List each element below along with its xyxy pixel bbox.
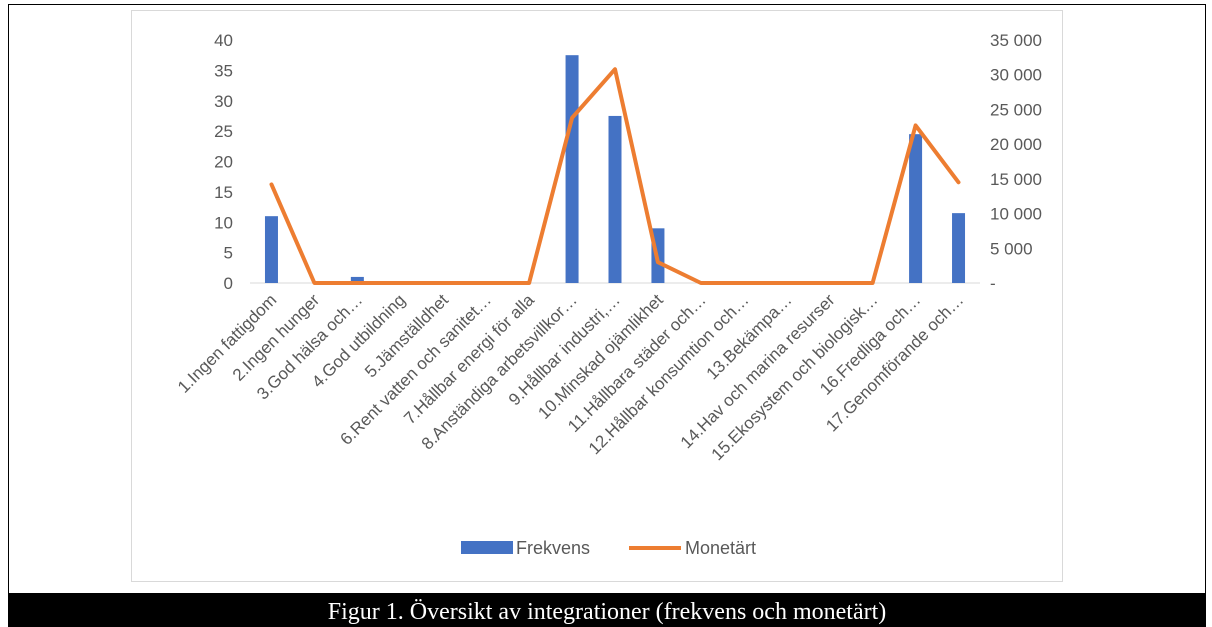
legend: Frekvens Monetärt	[461, 538, 756, 558]
left-axis-tick-label: 40	[214, 31, 233, 50]
right-axis-tick-label: 25 000	[990, 100, 1042, 119]
frekvens-bar	[909, 134, 923, 283]
left-axis-tick-label: 10	[214, 213, 233, 232]
left-axis-tick-label: 30	[214, 92, 233, 111]
left-axis-ticks: 0 5 10 15 20 25 30 35 40	[214, 31, 233, 293]
left-axis-tick-label: 15	[214, 183, 233, 202]
figure-frame	[8, 4, 1206, 596]
right-axis-tick-label: 5 000	[990, 239, 1033, 258]
right-axis-ticks: - 5 000 10 000 15 000 20 000 25 000 30 000 35 0…	[990, 31, 1042, 293]
legend-swatch-frekvens	[461, 541, 513, 554]
right-axis-tick-label: 35 000	[990, 31, 1042, 50]
right-axis-tick-label: 30 000	[990, 66, 1042, 85]
legend-label-frekvens: Frekvens	[516, 538, 590, 558]
frekvens-bar	[350, 276, 364, 283]
frekvens-bars	[264, 55, 966, 283]
right-axis-tick-label: 15 000	[990, 170, 1042, 189]
frekvens-bar	[565, 55, 579, 283]
right-axis-tick-label: -	[990, 274, 996, 293]
left-axis-tick-label: 35	[214, 61, 233, 80]
left-axis-tick-label: 0	[224, 274, 233, 293]
left-axis-tick-label: 20	[214, 153, 233, 172]
monetart-line	[269, 67, 961, 285]
frekvens-bar	[264, 216, 278, 283]
figure-caption: Figur 1. Översikt av integrationer (frek…	[327, 599, 887, 625]
right-axis-tick-label: 20 000	[990, 135, 1042, 154]
left-axis-tick-label: 5	[224, 244, 233, 263]
right-axis-tick-label: 10 000	[990, 205, 1042, 224]
frekvens-bar	[608, 115, 622, 283]
chart-area: 0 5 10 15 20 25 30 35 40 - 5 000 10 000 15 000 20 00…	[131, 10, 1063, 582]
frekvens-bar	[952, 213, 966, 283]
legend-label-monetart: Monetärt	[685, 538, 756, 558]
combo-chart: 0 5 10 15 20 25 30 35 40 - 5 000 10 000 15 000 20 00…	[174, 31, 1042, 558]
caption-bar: Figur 1. Översikt av integrationer (frek…	[8, 593, 1206, 627]
left-axis-tick-label: 25	[214, 122, 233, 141]
